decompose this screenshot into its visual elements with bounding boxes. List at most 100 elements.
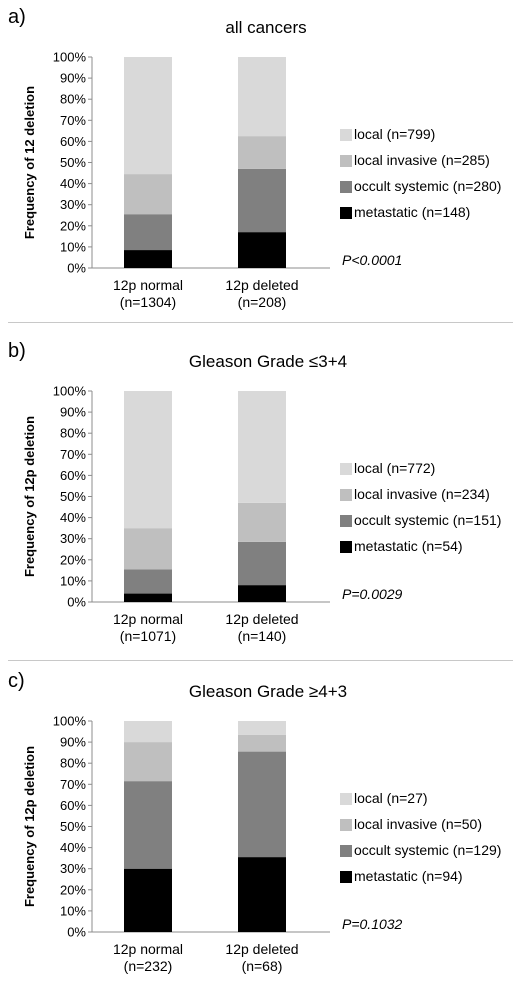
y-tick-label: 10% — [60, 239, 86, 254]
y-tick-label: 10% — [60, 573, 86, 588]
bar-segment — [124, 742, 172, 782]
bar-segment — [124, 174, 172, 215]
legend-swatch — [340, 207, 352, 219]
y-tick-label: 50% — [60, 155, 86, 170]
bar-segment — [238, 57, 286, 137]
y-tick-label: 80% — [60, 756, 86, 771]
legend-label: local invasive (n=50) — [354, 816, 482, 832]
p-value-annotation: P=0.0029 — [342, 586, 403, 602]
y-axis-title: Frequency of 12p deletion — [22, 746, 37, 907]
x-category-label: 12p deleted — [225, 277, 298, 293]
y-tick-label: 50% — [60, 489, 86, 504]
y-tick-label: 100% — [53, 384, 87, 399]
y-tick-label: 80% — [60, 426, 86, 441]
legend-label: local (n=772) — [354, 460, 435, 476]
x-category-label: (n=208) — [238, 294, 287, 310]
panel-divider — [8, 322, 513, 323]
bar-segment — [238, 721, 286, 735]
y-tick-label: 70% — [60, 777, 86, 792]
chart-title: Gleason Grade ≥4+3 — [188, 682, 348, 701]
legend-swatch — [340, 155, 352, 167]
y-tick-label: 90% — [60, 71, 86, 86]
stacked-bar-chart: 0% 10% 20% 30% 40% 50% 60% 70% 80% 90% 100% Frequen… — [22, 384, 501, 645]
y-tick-label: 100% — [53, 50, 87, 65]
panel-label: a) — [8, 6, 26, 28]
p-value-annotation: P=0.1032 — [342, 916, 403, 932]
y-tick-label: 0% — [67, 261, 86, 276]
legend-label: occult systemic (n=129) — [354, 842, 501, 858]
p-value-annotation: P<0.0001 — [342, 252, 402, 268]
x-category-label: (n=232) — [124, 958, 173, 974]
y-tick-label: 30% — [60, 861, 86, 876]
panel-c: c) Gleason Grade ≥4+3 0% 10% 20% 30% 40% 50% 6… — [0, 664, 516, 987]
x-category-label: (n=68) — [242, 958, 283, 974]
y-axis-title: Frequency of 12 deletion — [22, 86, 37, 239]
legend-label: metastatic (n=148) — [354, 204, 470, 220]
bar-segment — [238, 857, 286, 932]
legend-label: local (n=799) — [354, 126, 435, 142]
y-tick-label: 30% — [60, 197, 86, 212]
panel-label: b) — [8, 340, 26, 362]
y-tick-label: 70% — [60, 447, 86, 462]
legend-swatch — [340, 489, 352, 501]
bar-segment — [124, 781, 172, 869]
legend-swatch — [340, 541, 352, 553]
y-tick-label: 90% — [60, 735, 86, 750]
x-category-label: (n=140) — [238, 628, 287, 644]
legend-swatch — [340, 181, 352, 193]
y-tick-label: 0% — [67, 595, 86, 610]
y-tick-label: 50% — [60, 819, 86, 834]
legend-label: local (n=27) — [354, 790, 428, 806]
bar-segment — [238, 585, 286, 602]
y-axis-title: Frequency of 12p deletion — [22, 416, 37, 577]
legend-swatch — [340, 819, 352, 831]
legend-swatch — [340, 515, 352, 527]
bar-segment — [238, 232, 286, 268]
legend-label: metastatic (n=54) — [354, 538, 463, 554]
bar-segment — [124, 569, 172, 594]
bar-segment — [124, 528, 172, 570]
y-tick-label: 40% — [60, 176, 86, 191]
bar-segment — [124, 868, 172, 932]
y-tick-label: 10% — [60, 903, 86, 918]
y-tick-label: 20% — [60, 882, 86, 897]
y-tick-label: 100% — [53, 714, 87, 729]
stacked-bar-chart: 0% 10% 20% 30% 40% 50% 60% 70% 80% 90% 100% Frequen… — [22, 50, 501, 311]
x-category-label: 12p normal — [113, 611, 183, 627]
x-category-label: 12p normal — [113, 941, 183, 957]
legend-swatch — [340, 129, 352, 141]
y-tick-label: 40% — [60, 510, 86, 525]
panel-divider — [8, 660, 513, 661]
x-category-label: 12p normal — [113, 277, 183, 293]
x-category-label: 12p deleted — [225, 941, 298, 957]
y-tick-label: 70% — [60, 113, 86, 128]
y-tick-label: 20% — [60, 218, 86, 233]
bar-segment — [124, 721, 172, 743]
legend-swatch — [340, 845, 352, 857]
y-tick-label: 60% — [60, 468, 86, 483]
legend-label: metastatic (n=94) — [354, 868, 463, 884]
y-tick-label: 60% — [60, 798, 86, 813]
bar-segment — [124, 250, 172, 268]
bar-segment — [238, 734, 286, 752]
bar-segment — [124, 214, 172, 251]
panel-a: a) all cancers 0% 10% 20% 30% 40% 50% 60% 70% 80… — [0, 0, 516, 322]
y-tick-label: 20% — [60, 552, 86, 567]
legend-label: occult systemic (n=280) — [354, 178, 501, 194]
stacked-bar-chart: 0% 10% 20% 30% 40% 50% 60% 70% 80% 90% 100% Frequen… — [22, 714, 501, 975]
legend-swatch — [340, 871, 352, 883]
y-tick-label: 0% — [67, 925, 86, 940]
x-category-label: (n=1071) — [120, 628, 176, 644]
chart-title: Gleason Grade ≤3+4 — [188, 352, 348, 371]
bar-segment — [124, 391, 172, 529]
x-category-label: 12p deleted — [225, 611, 298, 627]
bar-segment — [238, 541, 286, 586]
y-tick-label: 40% — [60, 840, 86, 855]
bar-segment — [238, 136, 286, 169]
panel-b: b) Gleason Grade ≤3+4 0% 10% 20% 30% 40% 50% 6… — [0, 334, 516, 656]
legend-label: occult systemic (n=151) — [354, 512, 501, 528]
bar-segment — [124, 57, 172, 175]
bar-segment — [238, 391, 286, 503]
y-tick-label: 30% — [60, 531, 86, 546]
y-tick-label: 80% — [60, 92, 86, 107]
